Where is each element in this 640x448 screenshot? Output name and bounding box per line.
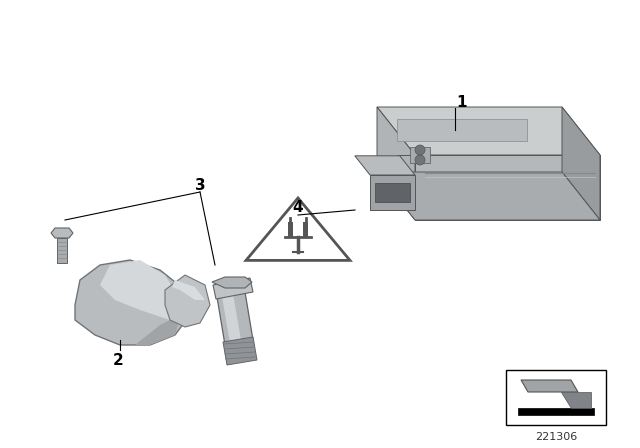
Polygon shape bbox=[397, 119, 527, 141]
Polygon shape bbox=[215, 280, 253, 345]
Circle shape bbox=[415, 155, 425, 165]
Polygon shape bbox=[377, 172, 600, 220]
Polygon shape bbox=[355, 156, 415, 175]
Polygon shape bbox=[375, 183, 410, 202]
Polygon shape bbox=[75, 260, 190, 345]
Polygon shape bbox=[213, 278, 253, 299]
Polygon shape bbox=[288, 222, 293, 237]
Polygon shape bbox=[246, 198, 350, 260]
Polygon shape bbox=[562, 107, 600, 220]
Polygon shape bbox=[135, 300, 185, 345]
Polygon shape bbox=[377, 107, 415, 220]
Polygon shape bbox=[521, 380, 578, 392]
Polygon shape bbox=[377, 107, 600, 155]
Circle shape bbox=[415, 145, 425, 155]
Polygon shape bbox=[415, 155, 600, 220]
Polygon shape bbox=[223, 337, 257, 365]
Polygon shape bbox=[303, 222, 308, 237]
Polygon shape bbox=[561, 392, 591, 408]
Bar bbox=[506, 370, 606, 425]
Polygon shape bbox=[57, 238, 67, 263]
Polygon shape bbox=[220, 282, 241, 343]
Text: 2: 2 bbox=[113, 353, 124, 367]
Polygon shape bbox=[212, 277, 252, 288]
Polygon shape bbox=[51, 228, 73, 238]
Text: 1: 1 bbox=[457, 95, 467, 109]
Text: 221306: 221306 bbox=[535, 432, 577, 442]
Polygon shape bbox=[410, 147, 430, 163]
Text: 4: 4 bbox=[292, 199, 303, 215]
Polygon shape bbox=[172, 280, 205, 300]
Polygon shape bbox=[165, 275, 210, 327]
Polygon shape bbox=[100, 260, 180, 320]
Polygon shape bbox=[370, 175, 415, 210]
Text: 3: 3 bbox=[195, 177, 205, 193]
Polygon shape bbox=[518, 408, 594, 415]
